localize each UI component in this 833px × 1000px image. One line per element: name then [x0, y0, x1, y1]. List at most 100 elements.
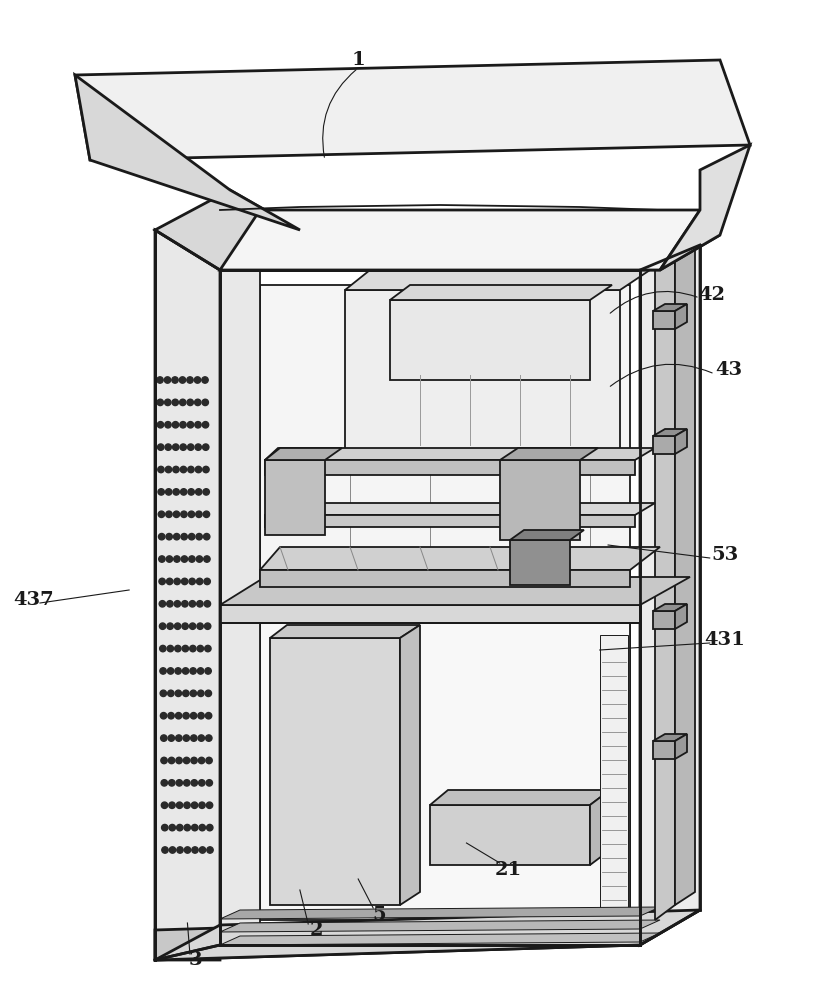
Polygon shape — [675, 734, 687, 759]
Circle shape — [160, 645, 166, 652]
Circle shape — [182, 645, 188, 652]
Circle shape — [168, 757, 175, 764]
Polygon shape — [500, 460, 580, 540]
Circle shape — [159, 623, 166, 629]
Circle shape — [192, 802, 197, 808]
Polygon shape — [220, 933, 660, 945]
Circle shape — [199, 802, 205, 808]
Circle shape — [197, 668, 204, 674]
Circle shape — [177, 847, 183, 853]
Polygon shape — [220, 907, 660, 919]
Circle shape — [205, 645, 211, 652]
Circle shape — [182, 690, 189, 697]
Polygon shape — [155, 915, 640, 960]
Circle shape — [187, 422, 194, 428]
Circle shape — [160, 690, 167, 697]
Circle shape — [182, 623, 188, 629]
Polygon shape — [653, 429, 687, 436]
Text: 43: 43 — [716, 361, 742, 379]
Circle shape — [188, 533, 195, 540]
Circle shape — [164, 377, 171, 383]
Circle shape — [190, 645, 196, 652]
Circle shape — [197, 578, 203, 585]
Circle shape — [190, 668, 197, 674]
Polygon shape — [220, 605, 640, 623]
Circle shape — [207, 802, 212, 808]
Polygon shape — [260, 547, 660, 570]
Circle shape — [197, 645, 203, 652]
Polygon shape — [430, 790, 610, 805]
Circle shape — [172, 444, 179, 450]
Circle shape — [179, 377, 186, 383]
Polygon shape — [75, 75, 300, 230]
Circle shape — [165, 444, 172, 450]
Circle shape — [183, 735, 190, 741]
Circle shape — [168, 735, 174, 741]
Circle shape — [180, 444, 187, 450]
Circle shape — [159, 578, 165, 585]
Circle shape — [197, 690, 204, 697]
Circle shape — [203, 533, 210, 540]
Circle shape — [194, 377, 201, 383]
Circle shape — [192, 824, 198, 831]
Circle shape — [198, 780, 205, 786]
Polygon shape — [265, 448, 342, 460]
Circle shape — [167, 601, 173, 607]
Circle shape — [160, 668, 167, 674]
Circle shape — [175, 645, 181, 652]
Polygon shape — [400, 625, 420, 905]
Polygon shape — [345, 270, 650, 290]
Circle shape — [196, 511, 202, 517]
Text: 21: 21 — [495, 861, 521, 879]
Circle shape — [202, 466, 209, 473]
Polygon shape — [600, 635, 628, 910]
Circle shape — [159, 556, 165, 562]
Circle shape — [195, 466, 202, 473]
Polygon shape — [510, 530, 584, 540]
Circle shape — [182, 578, 188, 585]
Circle shape — [168, 780, 175, 786]
Circle shape — [180, 466, 187, 473]
Circle shape — [202, 377, 208, 383]
Circle shape — [169, 824, 176, 831]
Circle shape — [183, 713, 189, 719]
Circle shape — [161, 780, 167, 786]
Circle shape — [173, 533, 180, 540]
Circle shape — [183, 780, 190, 786]
Circle shape — [167, 690, 174, 697]
Circle shape — [172, 466, 179, 473]
Circle shape — [182, 668, 189, 674]
Circle shape — [158, 511, 165, 517]
Circle shape — [183, 757, 190, 764]
Circle shape — [181, 533, 187, 540]
Circle shape — [197, 623, 203, 629]
Polygon shape — [260, 570, 630, 587]
Polygon shape — [590, 790, 610, 865]
Text: 53: 53 — [711, 546, 738, 564]
Polygon shape — [675, 604, 687, 629]
Circle shape — [176, 780, 182, 786]
Polygon shape — [260, 623, 630, 917]
Circle shape — [158, 533, 165, 540]
Circle shape — [172, 422, 178, 428]
Polygon shape — [500, 448, 598, 460]
Circle shape — [206, 735, 212, 741]
Circle shape — [172, 377, 178, 383]
Polygon shape — [345, 290, 620, 450]
Polygon shape — [675, 242, 695, 905]
Circle shape — [191, 757, 197, 764]
Circle shape — [207, 824, 213, 831]
Circle shape — [188, 511, 195, 517]
Circle shape — [196, 533, 202, 540]
Circle shape — [168, 713, 174, 719]
Circle shape — [166, 489, 172, 495]
Polygon shape — [155, 910, 700, 960]
Circle shape — [165, 399, 171, 406]
Circle shape — [187, 466, 194, 473]
Polygon shape — [390, 300, 590, 380]
Polygon shape — [220, 270, 260, 945]
Text: 437: 437 — [13, 591, 53, 609]
Polygon shape — [270, 625, 420, 638]
Text: 42: 42 — [699, 286, 726, 304]
Polygon shape — [260, 285, 630, 920]
